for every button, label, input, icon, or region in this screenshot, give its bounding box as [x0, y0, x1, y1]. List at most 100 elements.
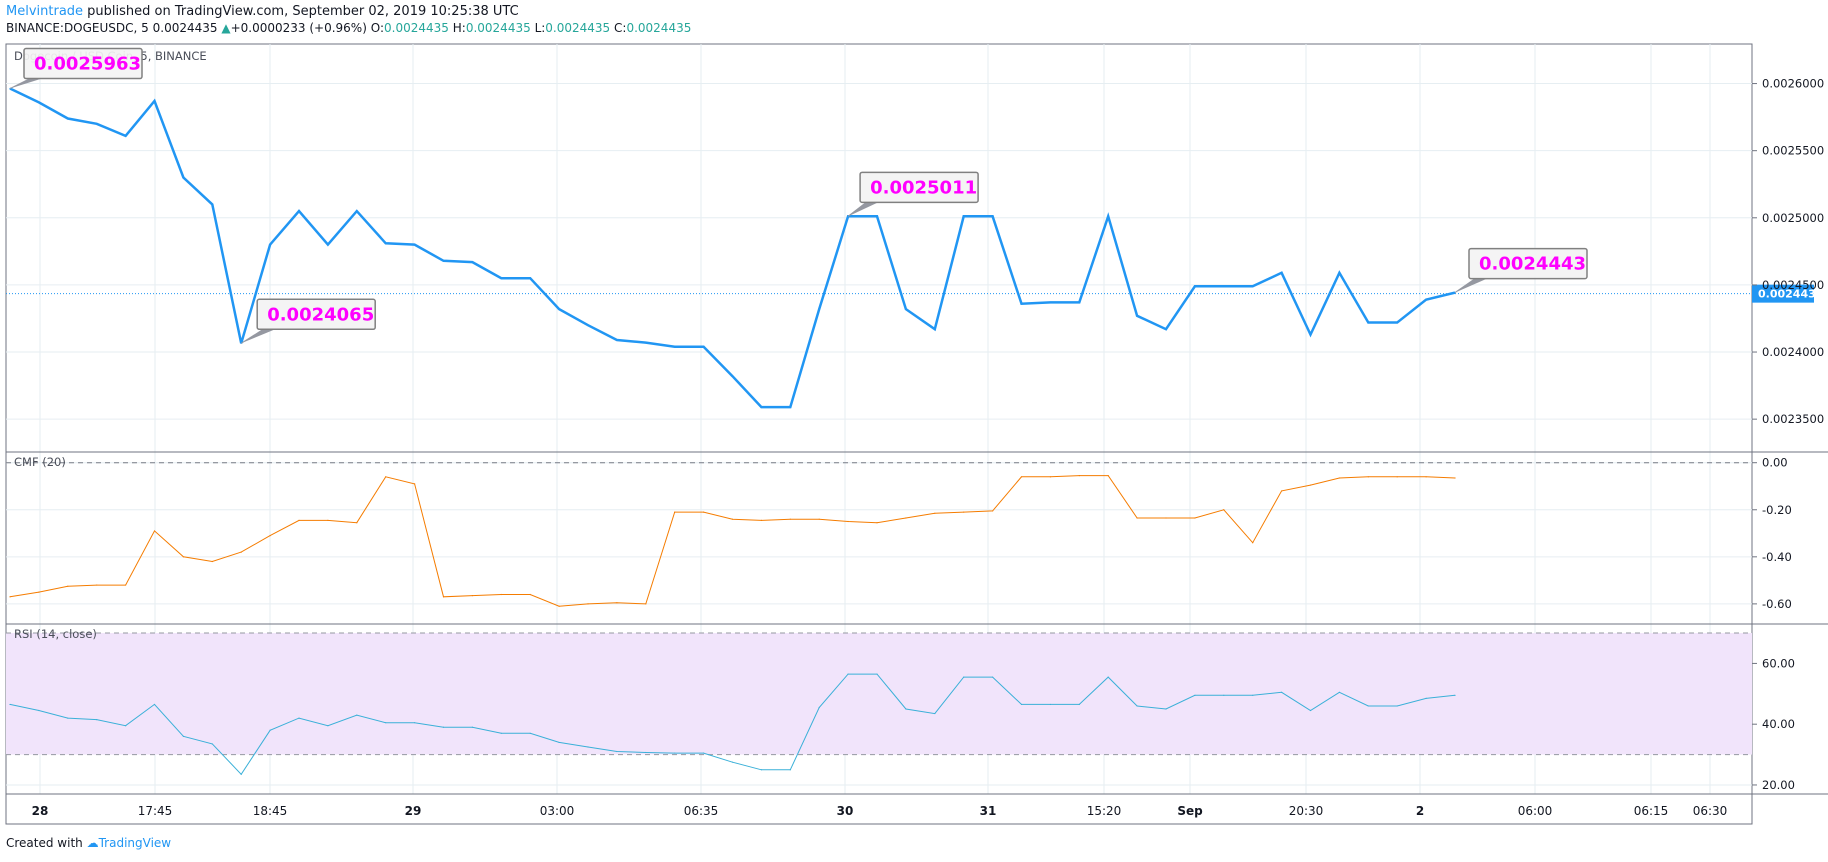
cmf-data-point: [934, 512, 936, 514]
price-data-point: [703, 346, 705, 348]
callout-label: 0.0025011: [870, 177, 977, 198]
x-tick-label: 06:35: [684, 804, 719, 818]
rsi-y-tick-label: 20.00: [1762, 778, 1795, 792]
price-data-point: [645, 342, 647, 344]
price-callout[interactable]: 0.0024065: [240, 298, 376, 344]
callout-box: [859, 171, 979, 204]
price-tag: 0.0024435: [1752, 284, 1823, 303]
symbol-label: BINANCE:DOGEUSDC, 5: [6, 21, 149, 35]
price-y-tick-label: 0.0026000: [1762, 77, 1824, 91]
tradingview-link[interactable]: TradingView: [98, 836, 172, 850]
price-callout[interactable]: 0.0025963: [9, 47, 143, 89]
x-tick-label: Sep: [1177, 804, 1203, 818]
price-callouts: 0.0025963 0.0024065 0.0025011 0.0024443: [9, 47, 1588, 344]
x-tick-label: 31: [980, 804, 997, 818]
rsi-data-point: [414, 722, 416, 724]
cmf-data-point: [1020, 476, 1023, 478]
cmf-data-point: [153, 530, 156, 532]
rsi-data-point: [240, 773, 242, 775]
cmf-data-point: [1107, 475, 1109, 477]
current-price-label: 0.0024435: [1758, 288, 1823, 301]
cmf-data-point: [96, 584, 98, 586]
cmf-data-point: [240, 551, 242, 553]
cmf-data-point: [1367, 476, 1369, 478]
x-tick-label: 17:45: [138, 804, 173, 818]
x-tick-label: 30: [837, 804, 854, 818]
price-data-point: [587, 324, 589, 326]
price-y-tick-label: 0.0025500: [1762, 144, 1824, 158]
rsi-data-point: [1107, 676, 1109, 678]
cmf-series-line: [9, 475, 1456, 607]
rsi-data-point: [587, 746, 589, 748]
price-data-point: [471, 261, 473, 263]
cmf-data-point: [385, 476, 387, 478]
cmf-data-point: [1425, 476, 1427, 478]
price-data-point: [1136, 315, 1138, 317]
cmf-y-tick-label: -0.20: [1762, 503, 1792, 517]
close-label: C:: [614, 21, 627, 35]
rsi-data-point: [558, 741, 560, 744]
price-data-point: [905, 308, 907, 310]
rsi-data-point: [1194, 694, 1196, 696]
open-value: 0.0024435: [384, 21, 449, 35]
price-data-point: [1425, 299, 1427, 301]
price-data-point: [38, 101, 40, 103]
last-price: 0.0024435: [152, 21, 218, 35]
cmf-data-point: [1078, 475, 1080, 477]
price-data-point: [298, 210, 300, 212]
callout-label: 0.0024443: [1479, 254, 1586, 275]
cmf-data-point: [269, 535, 271, 537]
rsi-data-point: [1020, 703, 1023, 706]
rsi-data-point: [818, 706, 820, 709]
x-tick-label: 28: [32, 804, 49, 818]
cmf-data-point: [125, 584, 127, 586]
price-callout[interactable]: 0.0024443: [1454, 247, 1588, 293]
cmf-data-point: [327, 519, 329, 521]
rsi-data-point: [529, 732, 531, 734]
high-label: H:: [452, 21, 466, 35]
price-data-point: [731, 375, 734, 377]
rsi-data-point: [442, 726, 445, 728]
price-data-point: [67, 117, 69, 120]
cmf-data-point: [963, 511, 965, 513]
rsi-data-point: [67, 717, 69, 719]
callout-pointer: [1454, 278, 1487, 293]
cmf-data-point: [760, 519, 763, 521]
rsi-pane-title: RSI (14, close): [14, 627, 97, 641]
price-data-point: [269, 244, 271, 246]
cmf-data-point: [529, 593, 531, 596]
rsi-data-point: [38, 709, 40, 712]
rsi-data-point: [1049, 703, 1051, 706]
cmf-data-point: [1165, 517, 1167, 519]
callout-box: [1468, 247, 1588, 280]
high-value: 0.0024435: [465, 21, 531, 35]
rsi-data-point: [1165, 708, 1167, 710]
cmf-data-point: [38, 591, 40, 593]
price-data-point: [1223, 285, 1225, 287]
rsi-data-point: [992, 676, 994, 678]
x-tick-label: 18:45: [253, 804, 288, 818]
cmf-data-point: [182, 556, 184, 558]
rsi-data-point: [1281, 691, 1283, 693]
price-callout[interactable]: 0.0025011: [847, 171, 979, 217]
cmf-data-point: [1309, 484, 1312, 486]
symbol-info: BINANCE:DOGEUSDC, 5 0.0024435 ▲+0.000023…: [6, 21, 691, 35]
y-axis: 0.0023500 0.0024000 0.0024500 0.0025000 0.00…: [1752, 77, 1824, 792]
rsi-data-point: [876, 673, 878, 675]
rsi-data-point: [616, 750, 618, 753]
tradingview-logo-icon[interactable]: ☁: [86, 836, 99, 850]
cmf-data-point: [1281, 490, 1283, 492]
cmf-data-point: [500, 593, 502, 596]
cmf-data-point: [414, 483, 416, 485]
rsi-data-point: [1425, 697, 1427, 699]
price-data-point: [789, 406, 791, 408]
rsi-data-point: [963, 676, 965, 678]
price-change: +0.0000233 (+0.96%): [230, 21, 367, 35]
author-link[interactable]: Melvintrade: [6, 4, 84, 19]
cmf-data-point: [674, 511, 676, 513]
cmf-data-point: [703, 511, 705, 513]
price-data-point: [529, 277, 531, 279]
cmf-data-point: [442, 596, 445, 598]
rsi-data-point: [1223, 694, 1225, 696]
